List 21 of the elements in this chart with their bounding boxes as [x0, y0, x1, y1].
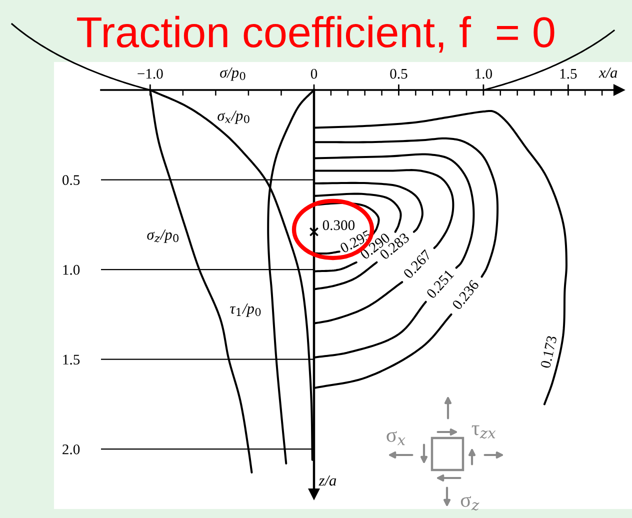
y-axis-title: z/a [318, 475, 336, 486]
x-tick-label: 1.0 [476, 68, 492, 79]
chart-title: Traction coefficient, f = 0 [77, 16, 554, 53]
x-tick-label: −1.0 [138, 68, 163, 79]
x-axis-title: σ/p$_{0}$ [220, 67, 246, 81]
series-label: τ$_{1}$/p$_{0}$ [230, 303, 261, 317]
text: σ$_{z}$ [460, 496, 480, 510]
y-tick-label: 0.5 [62, 175, 80, 186]
x-tick-label: 0 [310, 68, 318, 79]
annotation: τ$_{zx}$ [472, 425, 496, 439]
x-tick-label: 0.5 [390, 68, 408, 79]
series-label: 0.300 [322, 220, 355, 230]
series-label: σ$_{x}$/p$_{0}$ [218, 110, 250, 124]
y-tick-label: 1.0 [63, 264, 80, 275]
series-label: σ$_{z}$/p$_{0}$ [147, 230, 179, 243]
x-tick-label: 1.5 [560, 68, 577, 79]
y-tick-label: 2.0 [62, 444, 80, 454]
y-tick-label: 1.5 [63, 354, 80, 365]
x-axis-title: x/a [598, 68, 618, 78]
annotation: σ$_{x}$ [386, 431, 406, 446]
text: 0.173 [540, 335, 558, 368]
